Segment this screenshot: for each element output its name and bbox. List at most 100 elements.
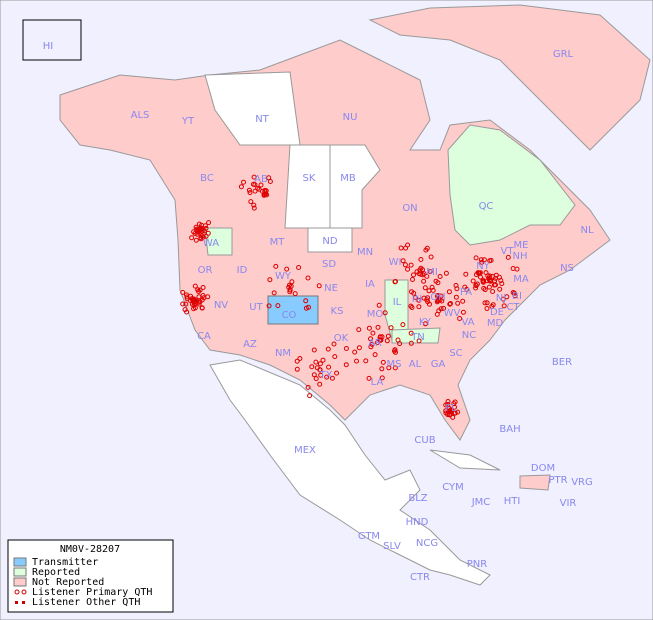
listener-dot xyxy=(455,300,461,306)
listener-dot xyxy=(428,254,434,260)
listener-dot xyxy=(448,301,453,306)
listener-dot xyxy=(200,285,206,290)
listener-dot xyxy=(296,265,302,270)
listener-dot xyxy=(453,294,459,300)
legend-swatch xyxy=(15,601,18,604)
listener-dot xyxy=(473,285,479,291)
listener-dot xyxy=(408,303,414,309)
listener-dot xyxy=(422,321,428,327)
listener-dot xyxy=(484,300,490,306)
listener-dot xyxy=(441,305,447,311)
listener-dot xyxy=(410,277,415,282)
listener-dot xyxy=(462,284,468,290)
region-label: NM xyxy=(275,348,291,359)
region-tn xyxy=(391,327,441,344)
listener-dot xyxy=(238,184,244,190)
region-label: VA xyxy=(461,317,474,328)
listener-dot xyxy=(258,182,264,188)
region-label: VRG xyxy=(571,477,593,488)
listener-dot xyxy=(317,381,323,387)
listener-dot xyxy=(297,356,303,361)
region-label: UT xyxy=(249,302,263,313)
listener-dot xyxy=(332,354,338,360)
listener-dot xyxy=(334,370,340,376)
listener-dot xyxy=(284,266,290,272)
region-label: GA xyxy=(431,359,446,370)
region-label: MA xyxy=(513,274,529,285)
listener-dot xyxy=(326,364,332,370)
listener-dot xyxy=(437,274,443,279)
listener-dot xyxy=(499,281,505,287)
region-label: MS xyxy=(387,359,402,370)
region-label: AR xyxy=(368,338,382,349)
listener-dot xyxy=(313,359,319,365)
region-sk xyxy=(284,144,331,229)
listener-dot xyxy=(196,289,202,294)
listener-dot xyxy=(267,179,273,184)
listener-dot xyxy=(497,286,503,292)
legend-swatch xyxy=(13,557,27,567)
listener-dot xyxy=(343,346,349,351)
listener-dot xyxy=(483,270,489,276)
listener-dot xyxy=(329,375,335,381)
listener-dot xyxy=(251,202,257,208)
listener-dot xyxy=(386,365,392,371)
listener-dot xyxy=(303,298,309,304)
listener-dot xyxy=(375,324,381,330)
legend-label: Listener Primary QTH xyxy=(32,587,152,598)
listener-dot xyxy=(305,275,311,281)
listener-dot xyxy=(484,306,490,311)
hi-inset xyxy=(22,19,82,61)
region-label: OK xyxy=(334,333,349,344)
listener-dot xyxy=(447,301,453,307)
listener-dot xyxy=(489,273,495,279)
listener-dot xyxy=(354,358,359,364)
listener-dot xyxy=(183,301,189,307)
region-label: CTR xyxy=(410,572,430,583)
listener-dot xyxy=(475,270,481,276)
region-label: SD xyxy=(322,259,336,270)
listener-dot xyxy=(200,293,206,298)
region-label: YT xyxy=(181,116,195,127)
listener-dot xyxy=(482,287,488,293)
region-label: OR xyxy=(198,265,213,276)
listener-dot xyxy=(452,399,458,405)
listener-dot xyxy=(479,259,485,265)
region-label: MI xyxy=(426,267,438,278)
region-nt xyxy=(204,71,301,146)
listener-dot xyxy=(405,266,411,272)
listener-dot xyxy=(261,192,267,198)
region-label: CT xyxy=(506,302,520,313)
listener-dot xyxy=(486,284,492,290)
listener-dot xyxy=(384,338,390,344)
listener-dot xyxy=(368,336,373,342)
listener-dot xyxy=(445,399,451,404)
region-label: PA xyxy=(460,287,472,298)
listener-dot xyxy=(400,322,406,328)
region-co xyxy=(267,295,319,325)
listener-dot xyxy=(392,365,398,371)
listener-dot xyxy=(189,235,195,241)
region-label: QC xyxy=(479,201,494,212)
region-label: SK xyxy=(303,173,316,184)
listener-dot xyxy=(193,237,199,243)
region-label: TN xyxy=(410,332,425,343)
region-label: NE xyxy=(324,283,338,294)
listener-dot xyxy=(473,255,479,261)
listener-dot xyxy=(420,272,426,278)
listener-dot xyxy=(452,404,457,410)
legend-swatch xyxy=(21,589,27,595)
region-label: VIR xyxy=(560,498,577,509)
listener-dot xyxy=(382,310,388,316)
listener-dot xyxy=(184,309,190,315)
legend-label: Transmitter xyxy=(32,557,98,568)
listener-dot xyxy=(305,384,311,390)
listener-dot xyxy=(488,277,493,283)
region-label: KS xyxy=(331,306,344,317)
region-label: NV xyxy=(214,300,228,311)
region-label: ON xyxy=(402,203,417,214)
region-label: IL xyxy=(393,297,402,308)
listener-dot xyxy=(436,308,442,314)
listener-dot xyxy=(287,289,293,295)
